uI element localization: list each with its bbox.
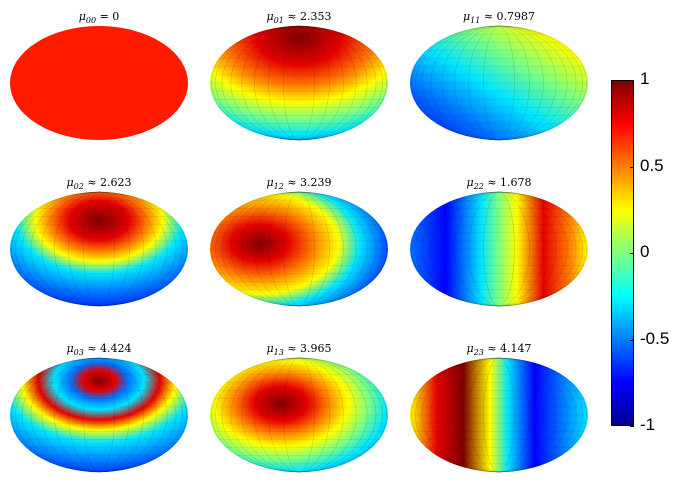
ellipsoid-plot: [210, 25, 388, 141]
mu-symbol: μ: [266, 176, 274, 189]
mu-value: 2.353: [300, 10, 332, 23]
colorbar-tick-mark: [630, 166, 634, 168]
eigenfunction-panel: μ12 ≈ 3.239: [208, 176, 390, 308]
mu-relation: ≈: [287, 10, 297, 23]
mu-index: 03: [73, 348, 84, 358]
eigenfunction-panel: μ00 = 0: [8, 10, 190, 142]
ellipsoid-surface: [10, 26, 188, 140]
ellipsoid-plot: [410, 191, 588, 307]
colorbar-tick-mark: [630, 339, 634, 341]
mu-relation: ≈: [87, 342, 97, 355]
mu-symbol: μ: [462, 10, 471, 23]
mu-index: 12: [273, 182, 284, 192]
mu-relation: ≈: [87, 176, 97, 189]
ellipsoid-surface: [10, 192, 188, 306]
eigenfunction-panel: μ23 ≈ 4.147: [408, 342, 590, 474]
mu-value: 0: [112, 10, 120, 23]
mu-relation: ≈: [483, 10, 494, 23]
mu-index: 23: [473, 348, 484, 358]
ellipsoid-plot: [210, 357, 388, 473]
panel-title: μ03 ≈ 4.424: [8, 342, 190, 357]
ellipsoid-surface: [210, 26, 388, 140]
colorbar-tick-label: 1: [640, 69, 650, 88]
mu-value: 4.147: [500, 342, 532, 355]
mu-index: 11: [470, 16, 481, 26]
colorbar-tick-mark: [630, 253, 634, 254]
mu-index: 00: [85, 16, 97, 26]
panel-title: μ02 ≈ 2.623: [8, 176, 190, 191]
mu-symbol: μ: [78, 10, 86, 23]
ellipsoid-surface: [410, 358, 588, 472]
ellipsoid-plot: [410, 357, 588, 473]
ellipsoid-plot: [210, 191, 388, 307]
mu-value: 4.424: [100, 342, 132, 355]
mu-relation: ≈: [487, 342, 497, 355]
mu-relation: ≈: [287, 176, 297, 189]
colorbar-tick-label: -1: [640, 415, 656, 434]
mu-index: 22: [473, 182, 484, 192]
mu-symbol: μ: [266, 10, 274, 23]
mu-value: 3.965: [300, 342, 332, 355]
panel-title: μ23 ≈ 4.147: [408, 342, 590, 357]
ellipsoid-plot: [10, 357, 188, 473]
panel-title: μ13 ≈ 3.965: [208, 342, 390, 357]
panel-title: μ11 ≈ 0.7987: [408, 10, 590, 25]
panel-title: μ01 ≈ 2.353: [208, 10, 390, 25]
mu-index: 13: [273, 348, 284, 358]
colorbar-tick-label: -0.5: [640, 328, 670, 348]
colorbar-tick-mark: [630, 426, 634, 427]
ellipsoid-plot: [410, 25, 588, 141]
mu-value: 3.239: [300, 176, 332, 189]
ellipsoid-surface: [10, 358, 188, 472]
eigenfunction-panel: μ13 ≈ 3.965: [208, 342, 390, 474]
eigenfunction-panel: μ02 ≈ 2.623: [8, 176, 190, 308]
eigenfunction-panel: μ22 ≈ 1.678: [408, 176, 590, 308]
mu-relation: ≈: [487, 176, 497, 189]
mu-symbol: μ: [66, 176, 74, 189]
eigenfunction-panel: μ01 ≈ 2.353: [208, 10, 390, 142]
eigenfunction-panel: μ03 ≈ 4.424: [8, 342, 190, 474]
ellipsoid-surface: [210, 358, 388, 472]
mu-symbol: μ: [466, 342, 474, 355]
panel-title: μ00 = 0: [8, 10, 190, 25]
mu-symbol: μ: [66, 342, 74, 355]
mu-value: 1.678: [500, 176, 532, 189]
mu-value: 0.7987: [496, 10, 536, 23]
panel-title: μ22 ≈ 1.678: [408, 176, 590, 191]
ellipsoid-surface: [410, 192, 588, 306]
colorbar-tick-mark: [630, 80, 634, 81]
ellipsoid-plot: [10, 191, 188, 307]
ellipsoid-plot: [10, 26, 188, 140]
eigenfunction-panel: μ11 ≈ 0.7987: [408, 10, 590, 142]
ellipsoid-surface: [210, 192, 388, 306]
mu-index: 01: [273, 16, 284, 26]
mu-index: 02: [73, 182, 84, 192]
mu-relation: ≈: [287, 342, 297, 355]
ellipsoid-surface: [410, 26, 588, 140]
mu-symbol: μ: [266, 342, 274, 355]
mu-relation: =: [99, 10, 109, 23]
colorbar-tick-label: 0: [640, 242, 650, 261]
mu-value: 2.623: [100, 176, 132, 189]
colorbar-tick-label: 0.5: [640, 155, 664, 175]
panel-title: μ12 ≈ 3.239: [208, 176, 390, 191]
mu-symbol: μ: [466, 176, 474, 189]
